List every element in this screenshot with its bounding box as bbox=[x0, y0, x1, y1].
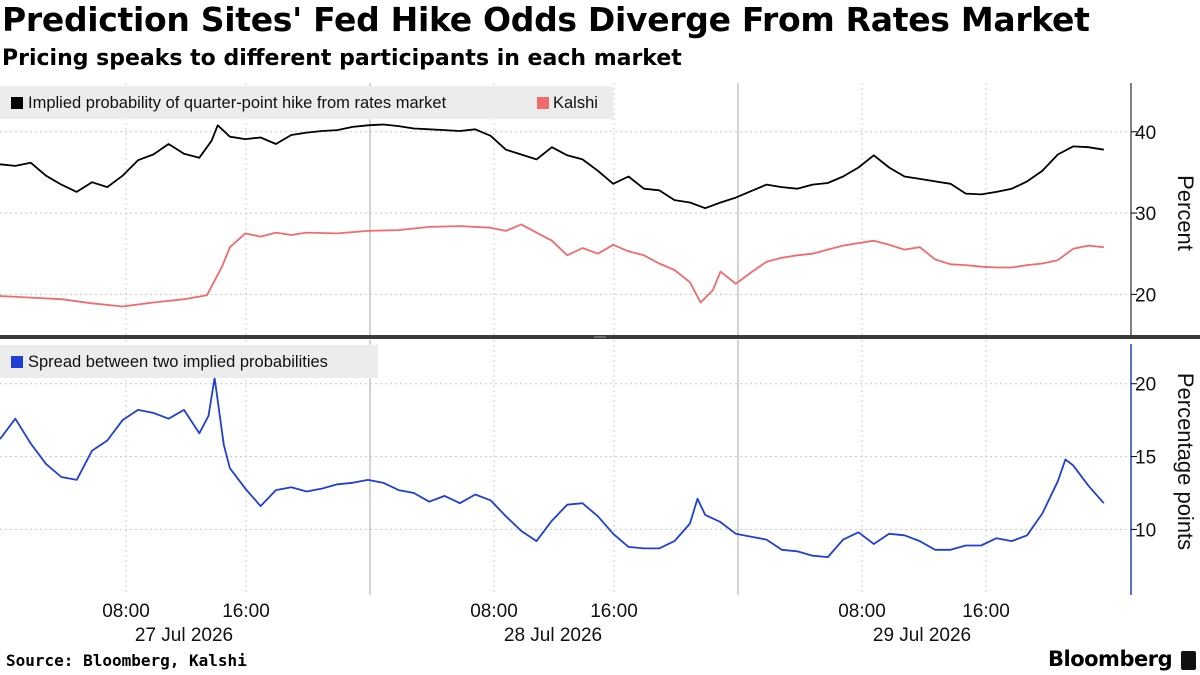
x-date-label: 27 Jul 2026 bbox=[135, 625, 233, 646]
x-tick-label: 16:00 bbox=[590, 601, 638, 622]
x-tick-label: 08:00 bbox=[470, 601, 518, 622]
chart-title: Prediction Sites' Fed Hike Odds Diverge … bbox=[2, 0, 1090, 39]
bloomberg-logo: Bloomberg bbox=[1048, 647, 1173, 671]
x-tick-label: 16:00 bbox=[222, 601, 270, 622]
legend-swatch-rates bbox=[11, 97, 23, 109]
chart-subtitle: Pricing speaks to different participants… bbox=[2, 46, 682, 71]
x-tick-label: 08:00 bbox=[102, 601, 150, 622]
kalshi-series-line bbox=[0, 223, 1104, 308]
x-tick-label: 16:00 bbox=[962, 601, 1010, 622]
bottom-y-tick-label: 20 bbox=[1135, 375, 1156, 396]
top-legend bbox=[0, 86, 613, 119]
top-y-tick-label: 40 bbox=[1135, 123, 1156, 144]
bottom-legend bbox=[0, 345, 378, 378]
top-y-axis-title: Percent bbox=[1173, 175, 1198, 251]
legend-swatch-spread bbox=[11, 356, 23, 368]
bottom-y-tick-label: 10 bbox=[1135, 520, 1156, 541]
top-y-tick-label: 30 bbox=[1135, 204, 1156, 225]
bottom-y-axis-title: Percentage points bbox=[1173, 373, 1198, 550]
x-date-label: 28 Jul 2026 bbox=[504, 625, 602, 646]
x-date-label: 29 Jul 2026 bbox=[873, 625, 971, 646]
legend-label-rates: Implied probability of quarter-point hik… bbox=[28, 94, 447, 112]
legend-swatch-kalshi bbox=[537, 97, 549, 109]
bloomberg-logo-mark-icon bbox=[1181, 651, 1196, 670]
x-tick-label: 08:00 bbox=[838, 601, 886, 622]
bottom-y-tick-label: 15 bbox=[1135, 448, 1156, 469]
top-y-tick-label: 20 bbox=[1135, 285, 1156, 306]
panel-divider-handle[interactable] bbox=[594, 336, 606, 338]
source-note: Source: Bloomberg, Kalshi bbox=[6, 651, 247, 670]
legend-label-kalshi: Kalshi bbox=[553, 94, 598, 112]
spread-series-line bbox=[0, 377, 1105, 558]
legend-label-spread: Spread between two implied probabilities bbox=[28, 353, 328, 371]
rates-market-series-line bbox=[0, 123, 1104, 210]
